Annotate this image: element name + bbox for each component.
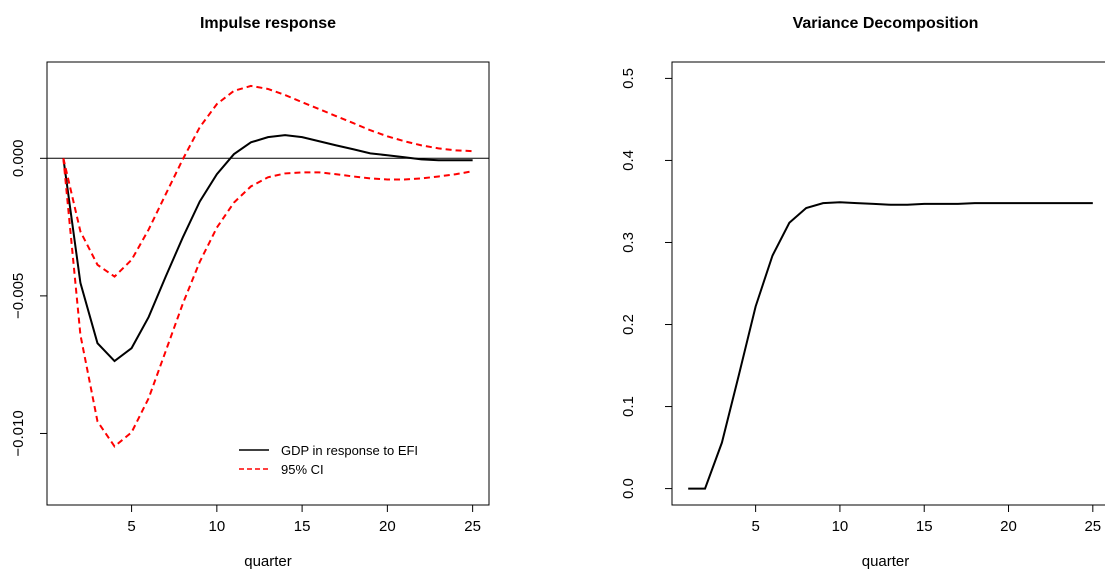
y-tick-label: 0.2: [620, 314, 637, 335]
series-line: [688, 201, 1093, 490]
legend-label: 95% CI: [281, 462, 324, 477]
x-axis-label: quarter: [244, 553, 292, 570]
y-tick-label: 0.000: [10, 140, 27, 178]
series-line: [62, 158, 473, 448]
y-tick-label: 0.0: [620, 478, 637, 499]
x-tick-label: 15: [294, 518, 311, 535]
x-tick-label: 25: [464, 518, 481, 535]
series-line: [62, 84, 473, 278]
x-tick-label: 5: [127, 518, 135, 535]
y-tick-label: 0.4: [620, 150, 637, 171]
x-axis-label: quarter: [862, 553, 910, 570]
x-tick-label: 10: [832, 518, 849, 535]
x-tick-label: 20: [1000, 518, 1017, 535]
legend-label: GDP in response to EFI: [281, 443, 418, 458]
y-tick-label: 0.3: [620, 232, 637, 253]
x-tick-label: 10: [208, 518, 225, 535]
y-tick-label: −0.010: [10, 410, 27, 456]
x-tick-label: 15: [916, 518, 933, 535]
chart-title: Variance Decomposition: [793, 15, 979, 32]
chart-title: Impulse response: [200, 15, 336, 32]
y-tick-label: 0.1: [620, 396, 637, 417]
series-line: [62, 134, 473, 363]
plot-frame: [46, 61, 490, 506]
x-tick-label: 20: [379, 518, 396, 535]
x-tick-label: 25: [1084, 518, 1101, 535]
y-tick-label: −0.005: [10, 273, 27, 319]
x-tick-label: 5: [751, 518, 759, 535]
y-tick-label: 0.5: [620, 68, 637, 89]
plot-frame: [671, 61, 1105, 506]
